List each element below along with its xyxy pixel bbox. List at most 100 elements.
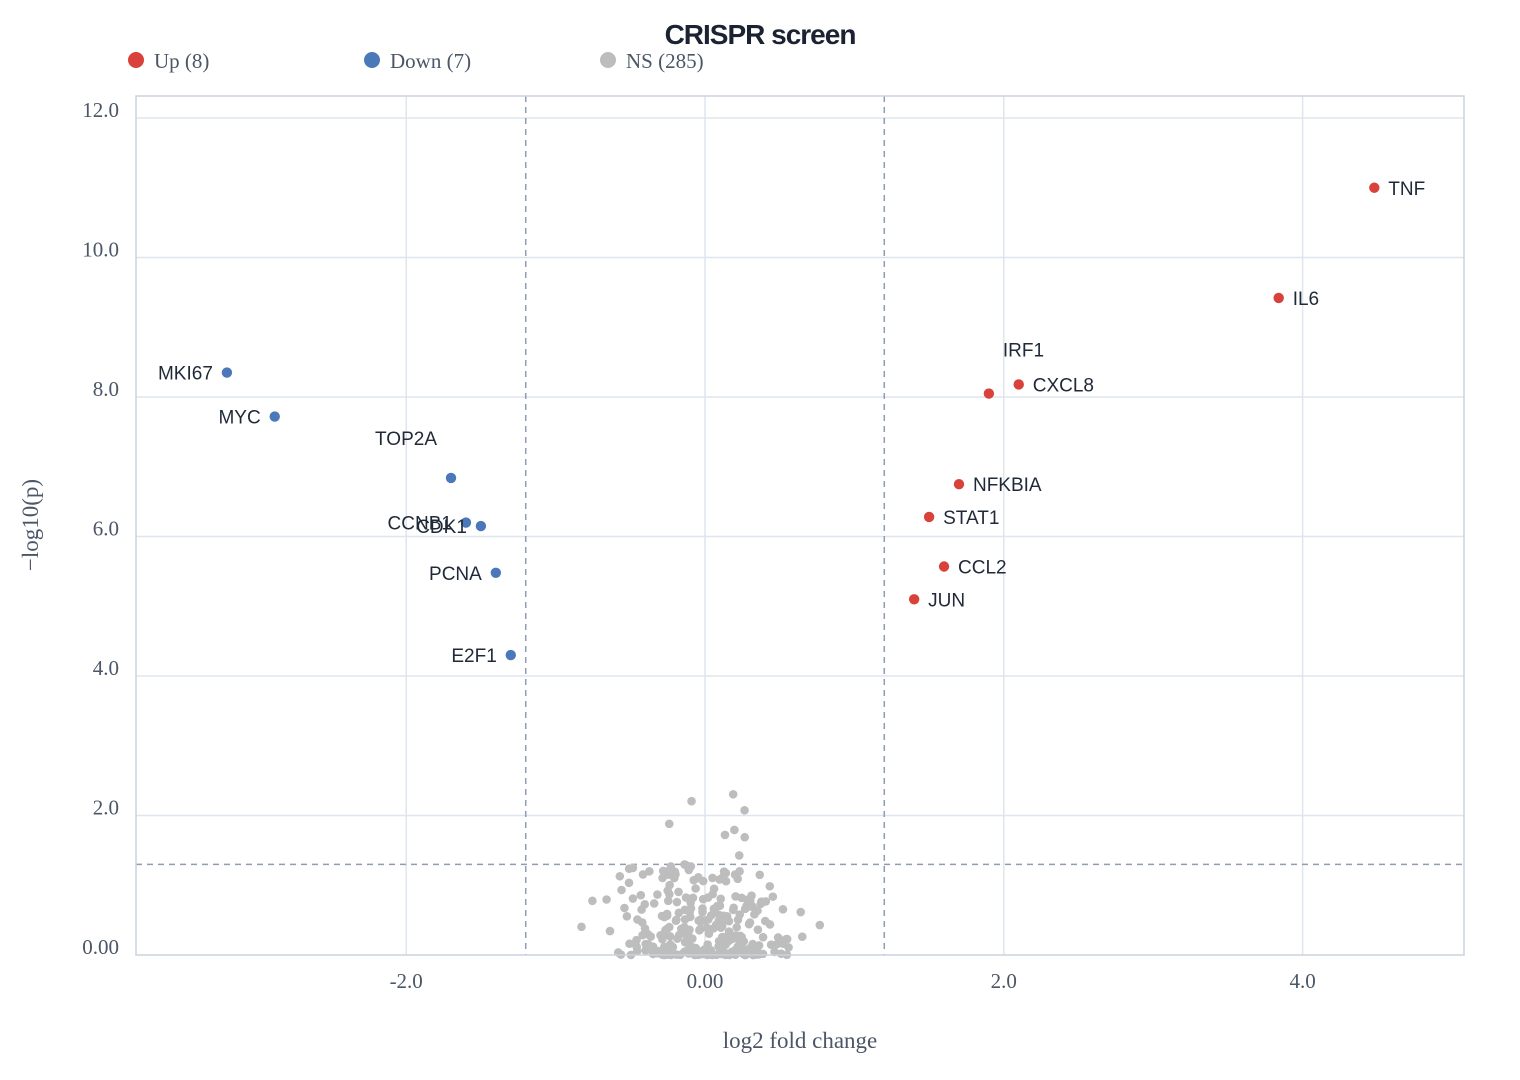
gene-label-ccnb1: CCNB1 — [388, 514, 452, 535]
gene-label-irf1: IRF1 — [1003, 341, 1044, 362]
ns-point — [624, 878, 634, 888]
ns-point — [605, 926, 615, 936]
ns-point — [632, 942, 642, 952]
ns-point — [658, 873, 667, 883]
ns-point — [768, 892, 778, 901]
ns-point — [755, 870, 765, 880]
ns-point — [730, 825, 739, 835]
gene-point-cxcl8[interactable] — [1013, 379, 1024, 390]
y-tick-label: 8.0 — [93, 377, 119, 401]
ns-point — [753, 906, 762, 916]
ns-point — [680, 860, 689, 869]
gene-point-pcna[interactable] — [490, 567, 502, 578]
ns-point — [638, 918, 647, 927]
ns-point — [745, 902, 754, 911]
ns-point — [674, 887, 683, 897]
ns-point — [735, 939, 745, 949]
gene-point-nfkbia[interactable] — [953, 478, 965, 490]
ns-point — [698, 904, 707, 913]
ns-point — [714, 910, 724, 920]
ns-point — [721, 876, 731, 886]
gene-label-mki67: MKI67 — [158, 364, 213, 385]
ns-point — [734, 851, 744, 860]
y-tick-label: 4.0 — [93, 656, 119, 680]
ns-point — [758, 949, 768, 959]
legend-label-ns: NS (285) — [626, 49, 704, 73]
gene-label-pcna: PCNA — [429, 564, 482, 585]
ns-point — [662, 924, 672, 934]
gene-label-stat1: STAT1 — [943, 508, 999, 529]
tick-labels: -2.0 0.00 2.0 4.0 0.00 2.0 4.0 6.0 8.0 10.0 12.0 — [82, 98, 1315, 993]
ns-point — [743, 947, 752, 956]
ns-points — [577, 789, 825, 960]
ns-point — [653, 890, 662, 899]
ns-point — [644, 940, 653, 949]
ns-point — [696, 924, 705, 933]
legend-label-down: Down (7) — [390, 49, 471, 73]
ns-point — [740, 806, 749, 815]
gene-label-ccl2: CCL2 — [958, 557, 1007, 578]
ns-point — [703, 940, 712, 949]
gene-labels: TNF IL6 IRF1 CXCL8 NFKBIA STAT1 CCL2 JUN MKI67 MY… — [158, 179, 1425, 667]
gene-point-il6[interactable] — [1273, 292, 1284, 304]
ns-point — [778, 905, 788, 914]
y-tick-label: 10.0 — [82, 238, 119, 262]
ns-point — [688, 893, 698, 903]
gene-point-mki67[interactable] — [221, 367, 233, 378]
ns-point — [766, 940, 776, 949]
gene-point-tnf[interactable] — [1369, 182, 1380, 193]
ns-point — [663, 886, 672, 895]
legend-item-up[interactable]: Up (8) — [128, 49, 209, 73]
ns-point — [663, 896, 673, 906]
legend-item-ns[interactable]: NS (285) — [600, 49, 704, 73]
gene-point-jun[interactable] — [908, 594, 920, 605]
y-axis-label: −log10(p) — [18, 479, 43, 571]
ns-point — [702, 923, 712, 933]
gene-point-myc[interactable] — [269, 411, 280, 422]
ns-point — [577, 922, 586, 932]
ns-point — [636, 890, 646, 900]
ns-point — [680, 925, 690, 935]
y-tick-label: 6.0 — [93, 517, 119, 541]
ns-point — [671, 916, 681, 926]
gene-point-top2a[interactable] — [445, 472, 457, 484]
ns-point — [724, 916, 734, 926]
ns-point — [638, 870, 648, 879]
y-tick-label: 2.0 — [93, 796, 119, 820]
ns-point — [720, 830, 730, 840]
gene-label-tnf: TNF — [1388, 179, 1425, 200]
ns-point — [632, 935, 641, 945]
ns-point — [602, 895, 611, 904]
ns-point — [717, 937, 727, 947]
ns-point — [658, 934, 667, 944]
gene-point-irf1[interactable] — [983, 388, 995, 399]
ns-point — [728, 789, 738, 799]
ns-point — [708, 873, 717, 883]
ns-point — [735, 910, 745, 919]
ns-point — [740, 832, 750, 842]
gene-point-ccnb1[interactable] — [460, 517, 472, 528]
gene-label-top2a: TOP2A — [375, 429, 437, 450]
gene-label-nfkbia: NFKBIA — [973, 475, 1042, 496]
ns-point — [730, 870, 740, 879]
ns-point — [761, 897, 771, 906]
legend-item-down[interactable]: Down (7) — [364, 49, 471, 73]
gene-point-cdk1[interactable] — [475, 520, 487, 532]
ns-point — [688, 943, 698, 952]
gene-label-cxcl8: CXCL8 — [1033, 375, 1094, 396]
ns-point — [815, 920, 825, 930]
ns-point — [674, 908, 684, 918]
ns-point — [694, 916, 703, 925]
ns-point — [665, 932, 675, 941]
ns-point — [698, 876, 708, 886]
gene-point-stat1[interactable] — [923, 511, 935, 523]
gene-label-e2f1: E2F1 — [451, 646, 496, 667]
ns-point — [588, 896, 597, 906]
legend-marker-down — [364, 52, 380, 68]
gene-point-e2f1[interactable] — [505, 649, 516, 661]
ns-point — [721, 868, 731, 878]
ns-point — [797, 932, 807, 941]
ns-point — [622, 911, 632, 921]
ns-point — [796, 907, 806, 917]
gene-point-ccl2[interactable] — [938, 561, 950, 572]
